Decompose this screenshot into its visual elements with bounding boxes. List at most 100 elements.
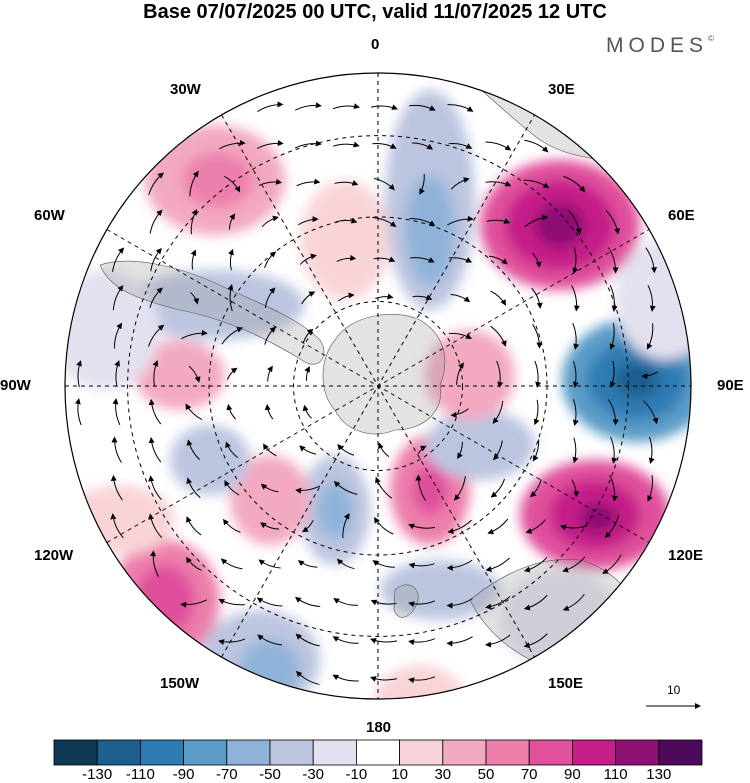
- anomaly-blob: [230, 455, 310, 545]
- wind-vector: [647, 475, 653, 502]
- colorbar-tick-label: -90: [172, 766, 195, 783]
- lon-label-150e: 150E: [548, 675, 584, 692]
- wind-vector: [297, 560, 318, 568]
- wind-vector: [560, 524, 588, 531]
- wind-vector: [450, 177, 470, 190]
- colorbar-swatch: [139, 739, 184, 766]
- wind-vector: [76, 360, 82, 388]
- wind-vector: [408, 638, 436, 646]
- wind-vector: [267, 365, 273, 382]
- wind-vector: [228, 248, 234, 271]
- wind-vector: [411, 142, 433, 150]
- colorbar-tick-label: 30: [434, 766, 452, 783]
- wind-vector: [419, 174, 425, 195]
- wind-vector: [148, 172, 164, 195]
- colorbar: [53, 739, 703, 766]
- anomaly-blob: [412, 465, 448, 515]
- wind-vector: [304, 366, 310, 381]
- wind-vector: [523, 179, 550, 189]
- anomaly-blob: [580, 503, 616, 533]
- colorbar-swatch: [442, 739, 487, 766]
- wind-vector: [152, 360, 159, 388]
- wind-vector: [225, 441, 238, 459]
- wind-vector: [602, 554, 622, 574]
- wind-vector: [186, 439, 201, 461]
- wind-vector: [226, 367, 238, 380]
- wind-vector: [448, 143, 473, 149]
- antarctica: [322, 314, 446, 435]
- wind-vector: [148, 513, 163, 538]
- colorbar-swatch: [572, 739, 617, 766]
- wind-vector: [447, 104, 474, 112]
- wind-vector: [377, 442, 390, 458]
- wind-vector: [336, 558, 355, 570]
- wind-vector: [610, 360, 616, 388]
- wind-vector: [295, 596, 321, 608]
- wind-vector: [336, 254, 357, 262]
- colorbar-tick-label: -130: [82, 766, 113, 783]
- wind-vector: [646, 323, 654, 350]
- wind-vector: [258, 178, 283, 186]
- wind-vector: [608, 247, 619, 274]
- colorbar-swatch: [269, 739, 314, 766]
- wind-vector: [301, 520, 314, 533]
- colorbar-tick-label: -110: [125, 766, 155, 783]
- wind-vector: [370, 599, 397, 606]
- wind-vector: [456, 362, 464, 385]
- wind-vector: [572, 360, 579, 388]
- wind-vector: [448, 257, 473, 263]
- wind-vector: [299, 253, 317, 265]
- wind-vector: [446, 636, 473, 647]
- wind-vector: [485, 557, 510, 573]
- wind-vector: [110, 513, 124, 539]
- wind-vector: [409, 104, 436, 111]
- wind-vector: [450, 408, 469, 418]
- wind-vector: [333, 141, 360, 148]
- wind-vector: [332, 674, 359, 682]
- wind-vector: [218, 638, 246, 645]
- wind-vector: [408, 562, 435, 569]
- lon-label-120w: 120W: [34, 547, 74, 564]
- wind-vector: [333, 598, 358, 606]
- wind-vector: [148, 475, 162, 501]
- wind-vector: [485, 180, 512, 187]
- anomaly-blob: [535, 203, 585, 247]
- wind-vector: [572, 322, 580, 350]
- wind-vector: [524, 214, 549, 228]
- wind-vector: [643, 400, 659, 425]
- wind-vector: [301, 291, 316, 305]
- wind-vector: [295, 633, 320, 647]
- wind-vector: [260, 522, 280, 530]
- wind-vector: [484, 634, 511, 648]
- wind-vector: [257, 140, 284, 149]
- wind-vector: [224, 175, 241, 193]
- wind-vector: [408, 523, 436, 530]
- wind-vector: [263, 443, 277, 457]
- wind-vector: [112, 285, 124, 311]
- wind-vector: [220, 558, 243, 570]
- anomaly-blob: [425, 330, 515, 420]
- anomaly-blob: [135, 565, 195, 635]
- wind-vector: [148, 324, 165, 347]
- wind-vector: [457, 441, 463, 459]
- anomaly-blob: [240, 640, 300, 699]
- wind-vector: [533, 399, 540, 426]
- colorbar-tick-label: 10: [391, 766, 408, 783]
- anomaly-blob: [317, 482, 353, 538]
- colorbar-tick-label: -50: [259, 766, 281, 783]
- anomaly-blob: [170, 425, 250, 495]
- wind-vector: [224, 479, 240, 496]
- wind-vector: [572, 246, 579, 274]
- wind-vector: [562, 593, 585, 611]
- wind-vector: [453, 476, 466, 501]
- wind-vector: [112, 247, 125, 272]
- wind-vector: [294, 140, 322, 149]
- anomaly-blob: [183, 152, 253, 208]
- colorbar-swatch: [226, 739, 271, 766]
- wind-vector: [257, 101, 284, 112]
- wind-vector: [264, 287, 276, 308]
- wind-vector: [372, 216, 397, 228]
- wind-vector: [111, 436, 122, 463]
- wind-vector: [149, 287, 163, 308]
- colorbar-tick-label: 90: [564, 766, 581, 783]
